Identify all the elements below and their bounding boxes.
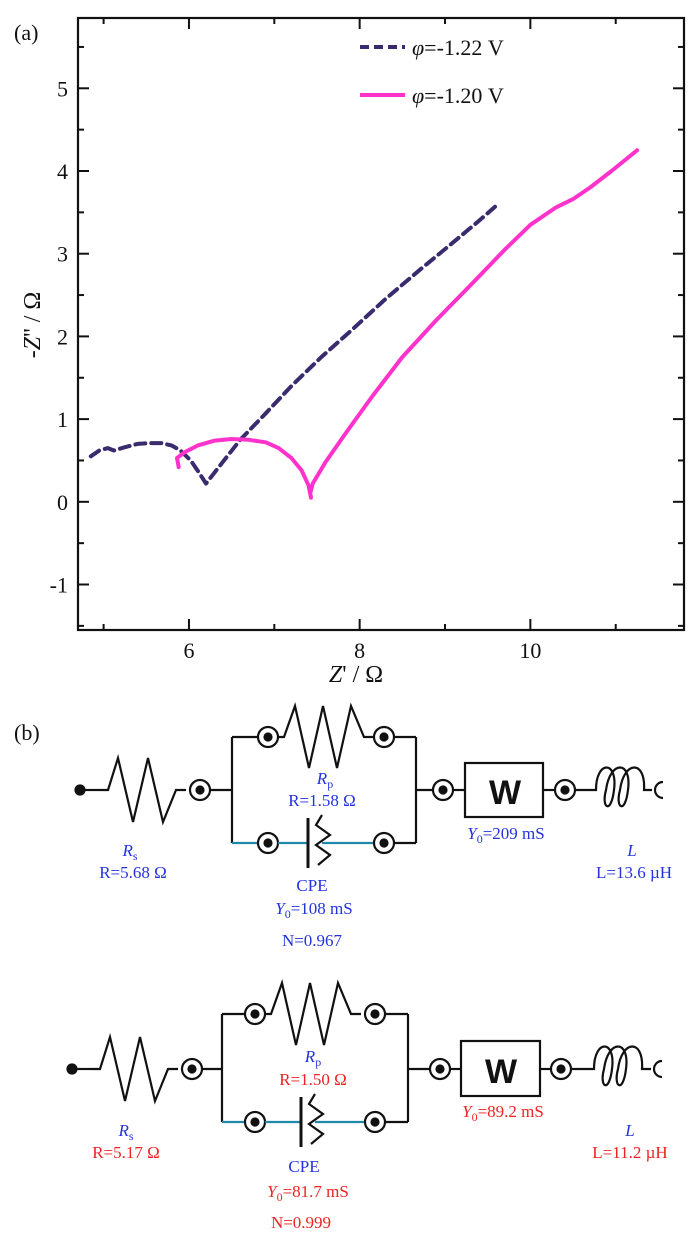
l-name-1: L bbox=[626, 841, 636, 860]
x-axis-label: Z' / Ω bbox=[329, 662, 383, 688]
warburg-label-2: W bbox=[485, 1053, 518, 1091]
legend-label-1: φ=-1.22 V bbox=[412, 35, 504, 60]
x-tick-label: 8 bbox=[354, 638, 365, 663]
legend-label-2: φ=-1.20 V bbox=[412, 83, 504, 108]
circuit-1-labels: Rs R=5.68 Ω Rp R=1.58 Ω CPE Y0=108 mS N=… bbox=[99, 769, 672, 950]
cpe-n-2: N=0.999 bbox=[271, 1213, 331, 1232]
legend-label-2-rest: =-1.20 V bbox=[424, 83, 504, 108]
inductor bbox=[571, 1045, 663, 1087]
y-tick-label: -1 bbox=[50, 573, 68, 598]
rp-resistor bbox=[265, 979, 361, 1046]
series-line-2 bbox=[175, 148, 640, 500]
rs-resistor bbox=[92, 1032, 178, 1105]
rp-name-2: Rp bbox=[304, 1047, 321, 1069]
circuit-1 bbox=[74, 702, 664, 868]
cpe-name-1: CPE bbox=[296, 876, 327, 895]
y-tick-label: 5 bbox=[57, 76, 68, 101]
y-axis-label: -Z'' / Ω bbox=[20, 292, 46, 359]
cpe-y0-2: Y0=81.7 mS bbox=[267, 1182, 349, 1204]
y-tick-label: 4 bbox=[57, 159, 68, 184]
circuit-2 bbox=[66, 979, 663, 1147]
y-tick-label: 3 bbox=[57, 242, 68, 267]
l-value-2: L=11.2 µH bbox=[592, 1143, 667, 1162]
rs-value-2: R=5.17 Ω bbox=[92, 1143, 160, 1162]
panel-a-label: (a) bbox=[14, 20, 38, 45]
y-tick-label: 2 bbox=[57, 324, 68, 349]
y-tick-label: 1 bbox=[57, 407, 68, 432]
terminal-dot bbox=[66, 1063, 78, 1075]
rp-value-2: R=1.50 Ω bbox=[279, 1070, 347, 1089]
legend: φ=-1.22 V φ=-1.20 V bbox=[360, 35, 504, 108]
inductor bbox=[575, 766, 664, 808]
rp-name-1: Rp bbox=[316, 769, 333, 791]
circuit-2-labels: Rs R=5.17 Ω Rp R=1.50 Ω CPE Y0=81.7 mS N… bbox=[92, 1047, 667, 1232]
w-y0-2: Y0=89.2 mS bbox=[462, 1102, 544, 1124]
cpe-plate-2 bbox=[307, 1093, 325, 1145]
legend-label-1-rest: =-1.22 V bbox=[424, 35, 504, 60]
rs-name-2: Rs bbox=[117, 1121, 133, 1143]
l-value-1: L=13.6 µH bbox=[596, 863, 672, 882]
cpe-y0-1: Y0=108 mS bbox=[275, 899, 352, 921]
x-tick-label: 6 bbox=[183, 638, 194, 663]
l-name-2: L bbox=[624, 1121, 634, 1140]
cpe-n-1: N=0.967 bbox=[282, 931, 343, 950]
plot-frame bbox=[76, 16, 686, 632]
y-tick-label: 0 bbox=[57, 490, 68, 515]
w-y0-1: Y0=209 mS bbox=[467, 824, 544, 846]
rp-value-1: R=1.58 Ω bbox=[288, 791, 356, 810]
rs-resistor bbox=[100, 753, 186, 826]
x-tick-label: 10 bbox=[519, 638, 541, 663]
rs-name-1: Rs bbox=[121, 841, 137, 863]
panel-b-label: (b) bbox=[14, 720, 40, 745]
rp-resistor bbox=[278, 702, 374, 769]
series-line-1 bbox=[88, 203, 499, 486]
terminal-dot bbox=[74, 784, 86, 796]
axis-ticks: 6 8 10 -1 0 1 2 3 4 5 bbox=[50, 18, 684, 663]
warburg-label-1: W bbox=[489, 774, 522, 812]
cpe-name-2: CPE bbox=[288, 1157, 319, 1176]
cpe-plate-2 bbox=[314, 814, 332, 866]
rs-value-1: R=5.68 Ω bbox=[99, 863, 167, 882]
series-layer bbox=[88, 148, 640, 500]
